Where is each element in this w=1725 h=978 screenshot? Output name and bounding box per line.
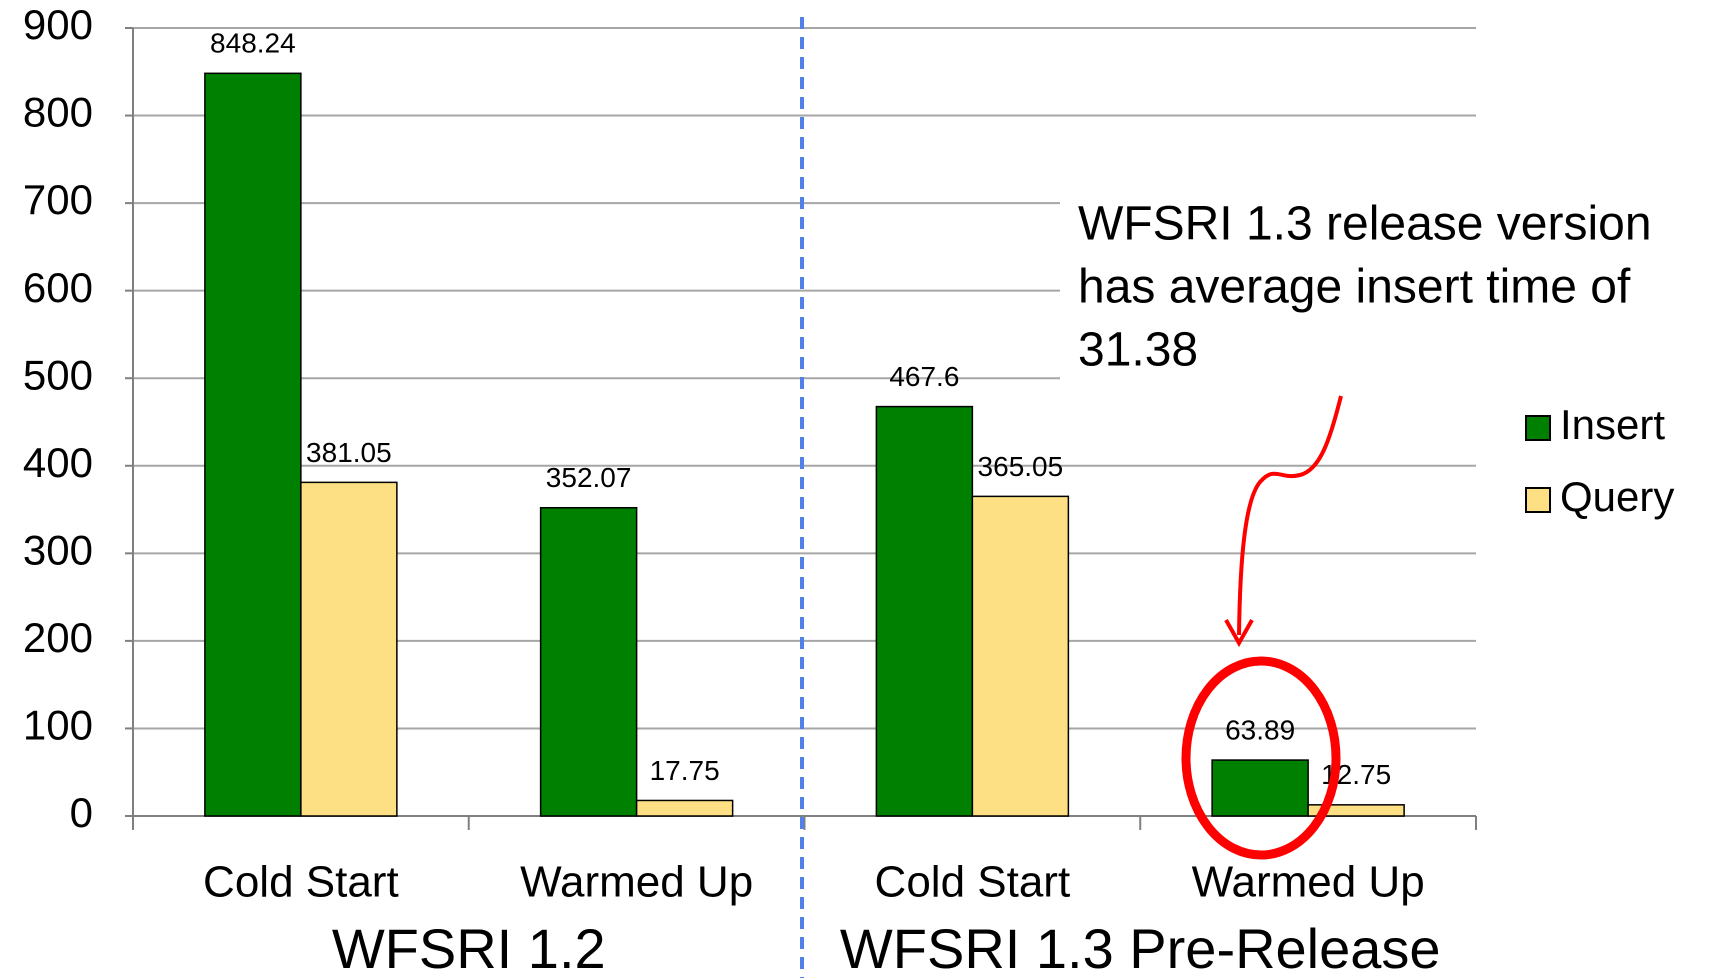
bar	[539, 506, 638, 817]
y-tick-label: 700	[23, 176, 93, 223]
y-tick-label: 100	[23, 702, 93, 749]
x-tick-label: Cold Start	[203, 858, 399, 907]
y-tick-label: 800	[23, 89, 93, 136]
value-label: 63.89	[1225, 714, 1295, 745]
group-label: WFSRI 1.3 Pre-Release	[840, 917, 1441, 978]
legend-swatch	[1525, 415, 1551, 441]
legend-label: Query	[1560, 473, 1674, 520]
x-tick-label: Cold Start	[875, 858, 1071, 907]
bar	[1211, 759, 1309, 817]
annotation: WFSRI 1.3 release version has average ins…	[1060, 190, 1725, 380]
value-label: 848.24	[210, 28, 296, 59]
callout-arrow	[1237, 395, 1343, 636]
y-tick-label: 0	[70, 789, 93, 836]
value-label: 381.05	[306, 437, 392, 468]
annotation-line: WFSRI 1.3 release version	[1078, 198, 1652, 251]
callout-arrowhead	[1224, 619, 1254, 648]
annotation-line: has average insert time of	[1078, 261, 1631, 314]
value-label: 467.6	[889, 361, 959, 392]
annotation-background	[1060, 190, 1725, 380]
legend-label: Insert	[1560, 401, 1665, 448]
y-tick-label: 900	[23, 1, 93, 48]
bar	[204, 72, 302, 817]
bar	[971, 495, 1070, 817]
value-label: 352.07	[546, 462, 632, 493]
x-tick-label: Warmed Up	[520, 858, 753, 907]
bar	[635, 799, 734, 817]
annotation-line: 31.38	[1078, 324, 1198, 377]
y-tick-label: 600	[23, 264, 93, 311]
bar	[1307, 804, 1405, 817]
y-tick-label: 200	[23, 614, 93, 661]
highlight-circle	[1181, 656, 1341, 860]
bar	[875, 405, 974, 817]
y-tick-label: 300	[23, 526, 93, 573]
legend-swatch	[1525, 487, 1551, 513]
y-tick-label: 400	[23, 439, 93, 486]
value-label: 17.75	[650, 755, 720, 786]
bar	[300, 481, 398, 817]
value-label: 365.05	[978, 451, 1064, 482]
x-tick-label: Warmed Up	[1192, 858, 1425, 907]
group-label: WFSRI 1.2	[332, 917, 606, 978]
y-tick-label: 500	[23, 351, 93, 398]
